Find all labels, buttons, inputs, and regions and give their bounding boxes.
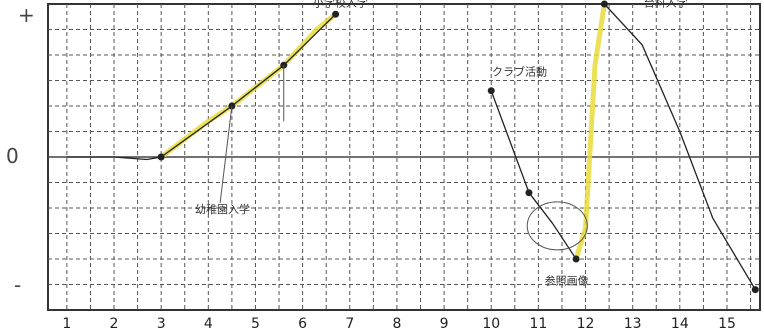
series-lines [66,1,756,291]
y-label-plus: + [18,3,35,27]
x-tick-label: 13 [624,316,642,332]
annotation-label: 参照画像 [545,274,589,288]
annotation-label: クラブ活動 [492,64,547,78]
x-tick-label: 7 [345,316,354,332]
x-axis-ticks: 1 2 3 4 5 6 7 8 9 10 11 12 13 14 15 [62,316,736,332]
data-point [572,255,580,263]
data-point [157,153,165,161]
data-markers [157,0,759,294]
x-tick-label: 6 [298,316,307,332]
x-tick-label: 5 [251,316,260,332]
x-tick-label: 15 [718,316,736,332]
data-point [525,189,533,197]
data-point [751,286,759,294]
data-point [600,0,608,8]
series-line [160,13,337,158]
x-tick-label: 12 [577,316,595,332]
callout-line [219,105,233,203]
x-tick-label: 2 [110,316,119,332]
series-line [490,90,577,260]
x-tick-label: 3 [157,316,166,332]
x-tick-label: 14 [671,316,689,332]
x-tick-label: 8 [392,316,401,332]
loop-outline [526,201,588,251]
x-tick-label: 11 [529,316,547,332]
series-line [603,3,756,291]
data-point [487,87,495,95]
x-tick-label: 4 [204,316,213,332]
y-label-zero: 0 [6,144,19,168]
grid [48,4,760,310]
x-tick-label: 1 [62,316,71,332]
annotation-label: 小学校入学 [313,0,368,10]
annotation-label: 台科入学 [644,0,688,10]
annotation-label: 幼稚園入学 [195,202,250,216]
data-point [332,10,340,18]
x-tick-label: 9 [440,316,449,332]
y-label-minus: - [14,273,21,297]
highlight-line [573,1,607,262]
x-tick-label: 10 [482,316,500,332]
series-line [66,156,162,161]
